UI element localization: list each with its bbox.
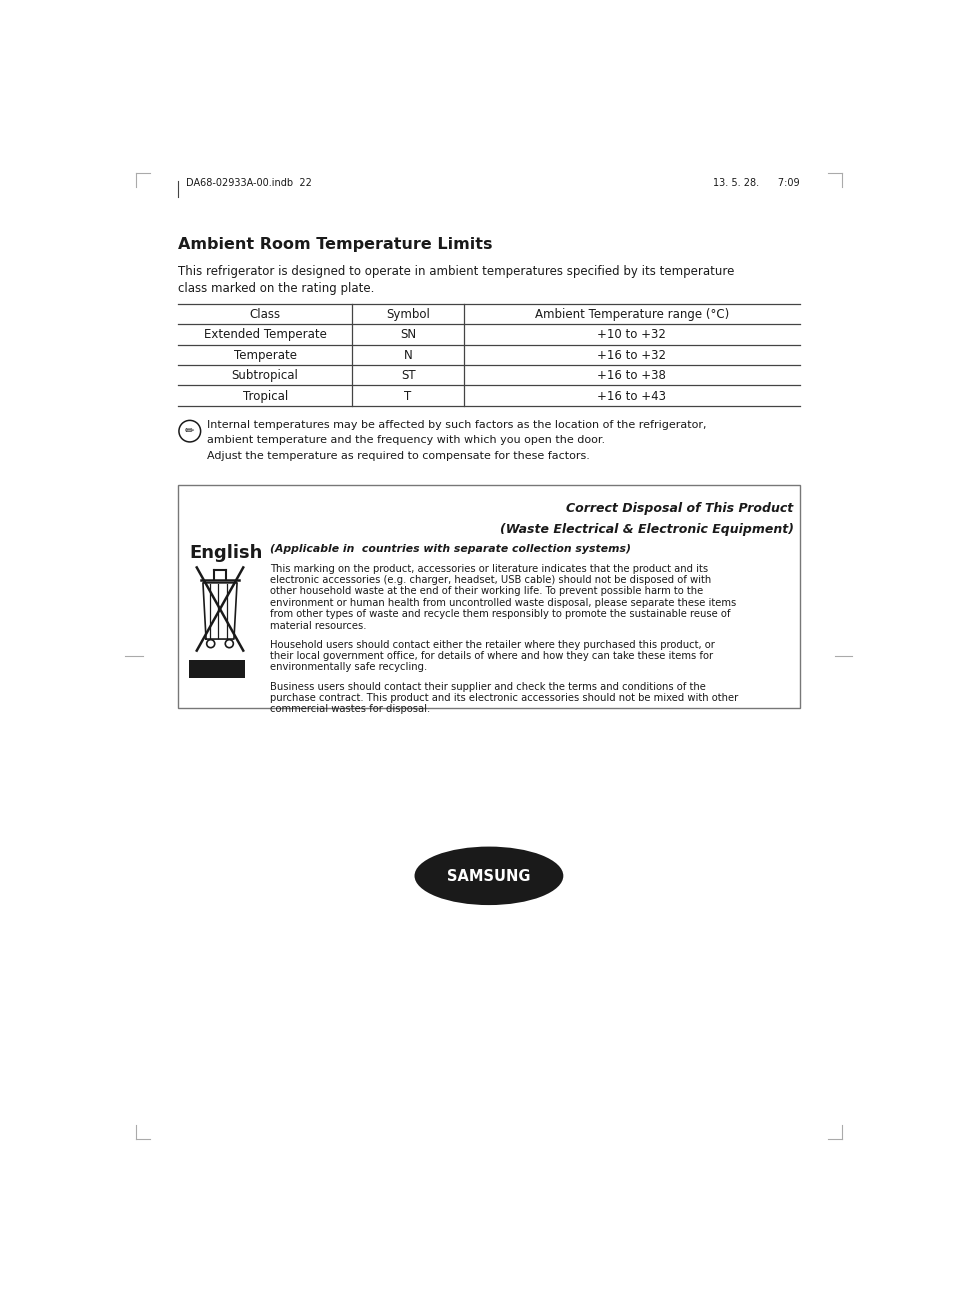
Text: Symbol: Symbol: [386, 308, 430, 321]
Text: ST: ST: [400, 369, 415, 382]
Text: class marked on the rating plate.: class marked on the rating plate.: [178, 282, 375, 295]
Text: Class: Class: [250, 308, 280, 321]
Text: their local government office, for details of where and how they can take these : their local government office, for detai…: [270, 651, 713, 661]
Text: Business users should contact their supplier and check the terms and conditions : Business users should contact their supp…: [270, 682, 705, 691]
Text: (Applicable in  countries with separate collection systems): (Applicable in countries with separate c…: [270, 544, 631, 555]
Text: +16 to +32: +16 to +32: [597, 349, 666, 362]
Text: DA68-02933A-00.indb  22: DA68-02933A-00.indb 22: [186, 178, 312, 188]
Text: 13. 5. 28.      7:09: 13. 5. 28. 7:09: [712, 178, 799, 188]
Text: Ambient Room Temperature Limits: Ambient Room Temperature Limits: [178, 236, 492, 252]
Text: Internal temperatures may be affected by such factors as the location of the ref: Internal temperatures may be affected by…: [207, 420, 705, 430]
Text: Ambient Temperature range (°C): Ambient Temperature range (°C): [535, 308, 728, 321]
Text: purchase contract. This product and its electronic accessories should not be mix: purchase contract. This product and its …: [270, 692, 738, 703]
Text: other household waste at the end of their working life. To prevent possible harm: other household waste at the end of thei…: [270, 586, 703, 596]
Text: Tropical: Tropical: [242, 390, 288, 403]
Text: Household users should contact either the retailer where they purchased this pro: Household users should contact either th…: [270, 639, 715, 650]
Text: Temperate: Temperate: [233, 349, 296, 362]
Text: +16 to +38: +16 to +38: [597, 369, 665, 382]
Text: commercial wastes for disposal.: commercial wastes for disposal.: [270, 704, 430, 714]
Text: This refrigerator is designed to operate in ambient temperatures specified by it: This refrigerator is designed to operate…: [178, 265, 734, 278]
Bar: [178, 485, 799, 708]
Text: English: English: [189, 544, 262, 562]
Text: This marking on the product, accessories or literature indicates that the produc: This marking on the product, accessories…: [270, 564, 708, 574]
Text: environmentally safe recycling.: environmentally safe recycling.: [270, 662, 427, 673]
Text: N: N: [403, 349, 412, 362]
Text: +10 to +32: +10 to +32: [597, 329, 665, 342]
Text: SN: SN: [399, 329, 416, 342]
Ellipse shape: [415, 847, 562, 905]
Text: SAMSUNG: SAMSUNG: [447, 869, 530, 885]
Text: environment or human health from uncontrolled waste disposal, please separate th: environment or human health from uncontr…: [270, 598, 736, 608]
Text: from other types of waste and recycle them responsibly to promote the sustainabl: from other types of waste and recycle th…: [270, 609, 730, 620]
Text: material resources.: material resources.: [270, 621, 367, 630]
Text: (Waste Electrical & Electronic Equipment): (Waste Electrical & Electronic Equipment…: [499, 522, 793, 535]
Bar: [189, 660, 245, 678]
Text: T: T: [404, 390, 412, 403]
Polygon shape: [203, 583, 236, 639]
Text: Extended Temperate: Extended Temperate: [204, 329, 326, 342]
Text: Correct Disposal of This Product: Correct Disposal of This Product: [566, 501, 793, 514]
Text: electronic accessories (e.g. charger, headset, USB cable) should not be disposed: electronic accessories (e.g. charger, he…: [270, 575, 711, 585]
Text: Subtropical: Subtropical: [232, 369, 298, 382]
Text: ambient temperature and the frequency with which you open the door.: ambient temperature and the frequency wi…: [207, 435, 604, 446]
Text: Adjust the temperature as required to compensate for these factors.: Adjust the temperature as required to co…: [207, 451, 589, 461]
Text: +16 to +43: +16 to +43: [597, 390, 666, 403]
Text: ✏: ✏: [185, 426, 194, 436]
